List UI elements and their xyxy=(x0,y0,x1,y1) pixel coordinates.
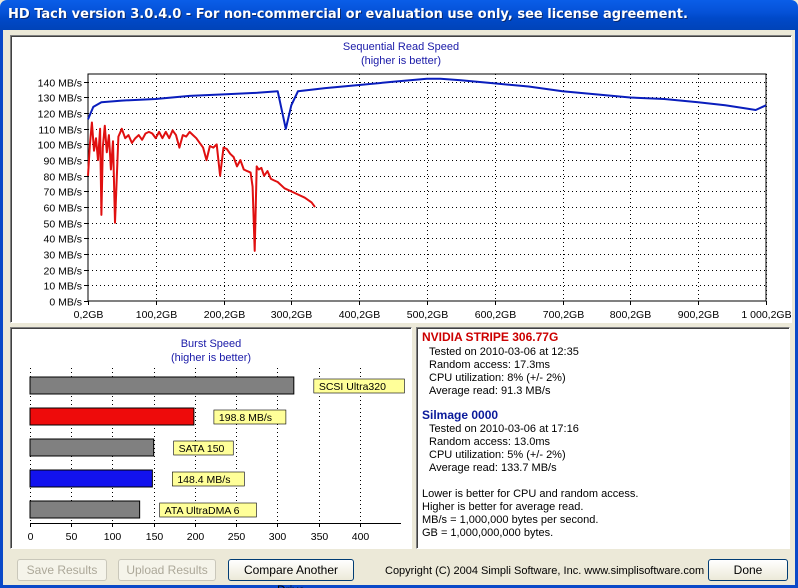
drive-1-cpu: CPU utilization: 8% (+/- 2%) xyxy=(429,372,566,384)
burst-bar-label: SCSI Ultra320 xyxy=(319,381,386,393)
burst-chart-title: Burst Speed xyxy=(180,338,242,350)
y-tick-label: 120 MB/s xyxy=(38,109,82,121)
x-tick-label: 200,2GB xyxy=(204,309,245,321)
drive-2-random-access: Random access: 13.0ms xyxy=(429,436,551,448)
burst-label-box xyxy=(173,440,234,456)
y-tick-label: 60 MB/s xyxy=(43,203,82,215)
burst-chart-panel: Burst Speed (higher is better) 0 50 100 150… xyxy=(10,327,412,549)
drive-2-cpu: CPU utilization: 5% (+/- 2%) xyxy=(429,449,566,461)
y-tick-label: 50 MB/s xyxy=(43,219,82,231)
results-info-panel: NVIDIA STRIPE 306.77G Tested on 2010-03-… xyxy=(416,327,790,549)
burst-bar xyxy=(29,469,153,488)
drive-2-tested: Tested on 2010-03-06 at 17:16 xyxy=(429,423,579,435)
note-mbs-definition: MB/s = 1,000,000 bytes per second. xyxy=(422,514,599,526)
burst-label-box xyxy=(313,378,405,394)
burst-bar xyxy=(29,500,141,519)
x-tick-label: 400,2GB xyxy=(339,309,380,321)
series-line-silmage xyxy=(87,77,767,130)
y-tick-label: 30 MB/s xyxy=(43,250,82,262)
burst-bar xyxy=(29,438,155,457)
burst-x-tick-label: 0 xyxy=(28,531,34,543)
window-frame-right xyxy=(795,30,798,588)
y-tick-label: 40 MB/s xyxy=(43,234,82,246)
x-tick-label: 0,2GB xyxy=(74,309,104,321)
drive-1-average-read: Average read: 91.3 MB/s xyxy=(429,385,551,397)
burst-bar-label: SATA 150 xyxy=(179,443,225,455)
burst-chart-subtitle: (higher is better) xyxy=(170,352,252,364)
copyright-text: Copyright (C) 2004 Simpli Software, Inc.… xyxy=(385,565,705,577)
burst-label-box xyxy=(172,471,245,487)
burst-bar-label: ATA UltraDMA 6 xyxy=(165,505,240,517)
burst-x-tick-label: 300 xyxy=(269,531,287,543)
y-tick-label: 100 MB/s xyxy=(38,140,82,152)
y-tick-label: 70 MB/s xyxy=(43,187,82,199)
burst-label-box xyxy=(159,502,257,518)
sequential-chart-title: Sequential Read Speed xyxy=(342,41,460,53)
window-title: HD Tach version 3.0.4.0 - For non-commer… xyxy=(8,7,688,22)
note-cpu-random: Lower is better for CPU and random acces… xyxy=(422,488,639,500)
done-button[interactable]: Done xyxy=(708,559,788,581)
sequential-read-chart: 0 MB/s 10 MB/s 20 MB/s 30 MB/s 40 MB/s 50 MB/… xyxy=(38,73,792,321)
x-tick-label: 500,2GB xyxy=(407,309,448,321)
x-tick-label: 300,2GB xyxy=(271,309,312,321)
y-tick-label: 80 MB/s xyxy=(43,172,82,184)
burst-x-tick-label: 50 xyxy=(66,531,78,543)
burst-bar-label: 198.8 MB/s xyxy=(219,412,272,424)
drive-2-name: Silmage 0000 xyxy=(422,408,499,422)
drive-1-tested: Tested on 2010-03-06 at 12:35 xyxy=(429,346,579,358)
drive-1-random-access: Random access: 17.3ms xyxy=(429,359,551,371)
window-frame-left xyxy=(0,30,3,588)
burst-bar-label: 148.4 MB/s xyxy=(177,474,230,486)
x-tick-label: 600,2GB xyxy=(475,309,516,321)
note-gb-definition: GB = 1,000,000,000 bytes. xyxy=(422,527,554,539)
burst-speed-chart: 0 50 100 150 200 250 300 350 400 SCSI Ultra320 198… xyxy=(28,368,405,543)
burst-label-box xyxy=(213,409,287,425)
burst-x-tick-label: 100 xyxy=(104,531,122,543)
window-frame-bottom xyxy=(0,585,798,588)
y-tick-label: 20 MB/s xyxy=(43,266,82,278)
sequential-chart-panel: Sequential Read Speed (higher is better)… xyxy=(10,35,792,323)
window-title-bar[interactable]: HD Tach version 3.0.4.0 - For non-commer… xyxy=(0,0,798,30)
y-tick-label: 110 MB/s xyxy=(38,125,82,137)
burst-bar xyxy=(29,376,295,395)
burst-x-tick-label: 350 xyxy=(311,531,329,543)
series-line-nvidia-stripe xyxy=(87,121,316,252)
x-tick-label: 1 000,2GB xyxy=(741,309,791,321)
save-results-button[interactable]: Save Results xyxy=(17,559,107,581)
burst-x-tick-label: 250 xyxy=(228,531,246,543)
x-tick-label: 800,2GB xyxy=(610,309,651,321)
y-tick-label: 130 MB/s xyxy=(38,93,82,105)
burst-x-tick-label: 400 xyxy=(352,531,370,543)
x-tick-label: 900,2GB xyxy=(678,309,719,321)
y-tick-label: 0 MB/s xyxy=(49,297,82,309)
upload-results-button[interactable]: Upload Results xyxy=(118,559,216,581)
y-tick-label: 90 MB/s xyxy=(43,156,82,168)
burst-x-tick-label: 200 xyxy=(187,531,205,543)
compare-another-drive-button[interactable]: Compare Another Drive xyxy=(228,559,354,588)
y-tick-label: 10 MB/s xyxy=(43,281,82,293)
burst-x-tick-label: 150 xyxy=(146,531,164,543)
burst-bar xyxy=(29,407,195,426)
note-average-read: Higher is better for average read. xyxy=(422,501,584,513)
sequential-chart-subtitle: (higher is better) xyxy=(360,55,442,67)
drive-2-average-read: Average read: 133.7 MB/s xyxy=(429,462,557,474)
drive-1-name: NVIDIA STRIPE 306.77G xyxy=(422,330,559,344)
x-tick-label: 100,2GB xyxy=(136,309,177,321)
x-tick-label: 700,2GB xyxy=(543,309,584,321)
y-tick-label: 140 MB/s xyxy=(38,78,82,90)
